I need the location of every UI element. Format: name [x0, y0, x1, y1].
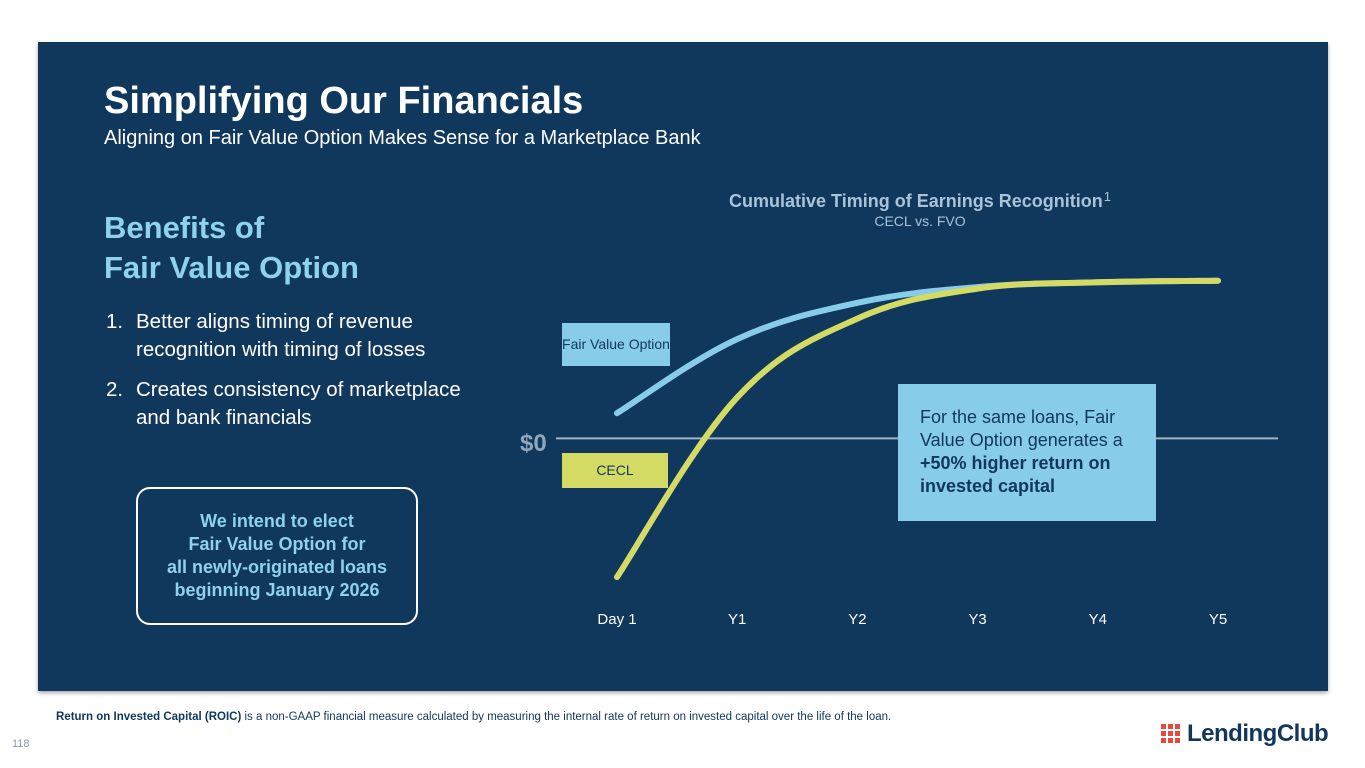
- zero-axis-label: $0: [520, 430, 547, 457]
- lendingclub-grid-icon: [1161, 724, 1180, 743]
- legend-fair-value-option: Fair Value Option: [562, 323, 670, 366]
- x-tick-label: Y1: [728, 611, 747, 628]
- logo-text: LendingClub: [1187, 720, 1329, 747]
- footnote-term: Return on Invested Capital (ROIC): [56, 711, 242, 723]
- chart-title: Cumulative Timing of Earnings Recognitio…: [560, 189, 1280, 212]
- elect-line: all newly-originated loans: [166, 557, 388, 577]
- benefit-item: 2. Creates consistency of marketplace an…: [104, 376, 464, 432]
- elect-line: We intend to elect: [200, 511, 354, 531]
- callout-text: For the same loans, Fair Value Option ge…: [920, 407, 1123, 450]
- x-tick-label: Day 1: [597, 611, 637, 628]
- slide-subtitle: Aligning on Fair Value Option Makes Sens…: [104, 127, 701, 149]
- benefit-text: Creates consistency of marketplace and b…: [136, 378, 461, 429]
- benefit-number: 1.: [106, 310, 124, 333]
- benefit-number: 2.: [106, 378, 124, 401]
- elect-line: beginning January 2026: [174, 580, 380, 600]
- callout-highlight: +50% higher return on invested capital: [920, 453, 1111, 496]
- benefit-list: 1. Better aligns timing of revenue recog…: [104, 308, 464, 444]
- chart-title-footnote-marker: 1: [1103, 189, 1111, 204]
- x-tick-label: Y4: [1088, 611, 1107, 628]
- elect-line: Fair Value Option for: [188, 534, 366, 554]
- benefits-heading-line1: Benefits of: [104, 210, 265, 245]
- x-tick-label: Y5: [1208, 611, 1228, 628]
- x-tick-label: Y2: [848, 611, 867, 628]
- lendingclub-logo: LendingClub: [1161, 720, 1329, 748]
- page-number: 118: [12, 738, 30, 750]
- legend-cecl: CECL: [562, 453, 668, 488]
- series-line-cecl: [614, 277, 1221, 581]
- benefits-heading-line2: Fair Value Option: [104, 250, 359, 285]
- chart-title-text: Cumulative Timing of Earnings Recognitio…: [729, 191, 1103, 211]
- footnote-text: is a non-GAAP financial measure calculat…: [241, 711, 892, 723]
- roic-callout: For the same loans, Fair Value Option ge…: [898, 384, 1156, 521]
- benefit-item: 1. Better aligns timing of revenue recog…: [104, 308, 464, 364]
- benefits-heading: Benefits of Fair Value Option: [104, 208, 444, 288]
- x-tick-label: Y3: [968, 611, 987, 628]
- benefit-text: Better aligns timing of revenue recognit…: [136, 310, 426, 361]
- chart-subtitle: CECL vs. FVO: [874, 213, 966, 229]
- slide-title: Simplifying Our Financials: [104, 80, 584, 122]
- roic-footnote: Return on Invested Capital (ROIC) is a n…: [56, 711, 891, 723]
- elect-fvo-box: We intend to elect Fair Value Option for…: [136, 487, 418, 625]
